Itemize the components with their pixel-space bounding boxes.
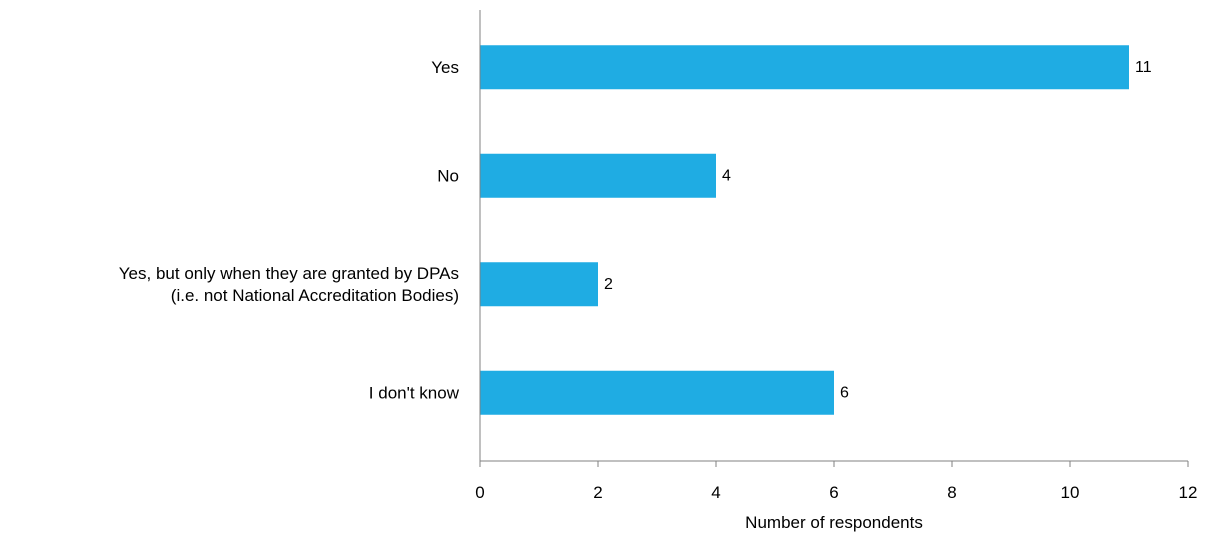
data-label: 11 [1135,59,1152,76]
x-tick-label: 4 [711,483,720,502]
data-label: 6 [840,384,849,401]
x-axis-title: Number of respondents [745,513,923,532]
category-label-line: Yes, but only when they are granted by D… [119,264,459,283]
category-label: Yes [431,58,459,77]
data-label: 2 [604,276,613,293]
x-tick-label: 2 [593,483,602,502]
bar [480,262,598,307]
category-label: I don't know [369,383,460,402]
category-label-line: No [437,166,459,185]
x-tick-label: 8 [947,483,956,502]
bars-group [480,45,1129,415]
x-tick-label: 6 [829,483,838,502]
bar [480,153,716,198]
category-labels: Yes No Yes, but only when they are granted… [119,58,460,403]
x-axis-ticks: 0 2 4 6 8 10 12 [475,461,1197,502]
x-tick-label: 0 [475,483,484,502]
bar [480,370,834,415]
category-label-line: (i.e. not National Accreditation Bodies) [171,286,459,305]
category-label-line: I don't know [369,383,460,402]
x-tick-label: 10 [1061,483,1080,502]
category-label: Yes, but only when they are granted by D… [119,264,459,305]
category-label: No [437,166,459,185]
x-tick-label: 12 [1179,483,1198,502]
category-label-line: Yes [431,58,459,77]
data-label: 4 [722,167,731,184]
bar [480,45,1129,90]
data-labels: 11 4 2 6 [604,59,1152,402]
